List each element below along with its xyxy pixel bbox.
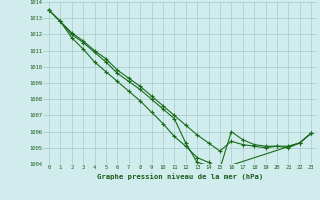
X-axis label: Graphe pression niveau de la mer (hPa): Graphe pression niveau de la mer (hPa)	[97, 173, 263, 180]
